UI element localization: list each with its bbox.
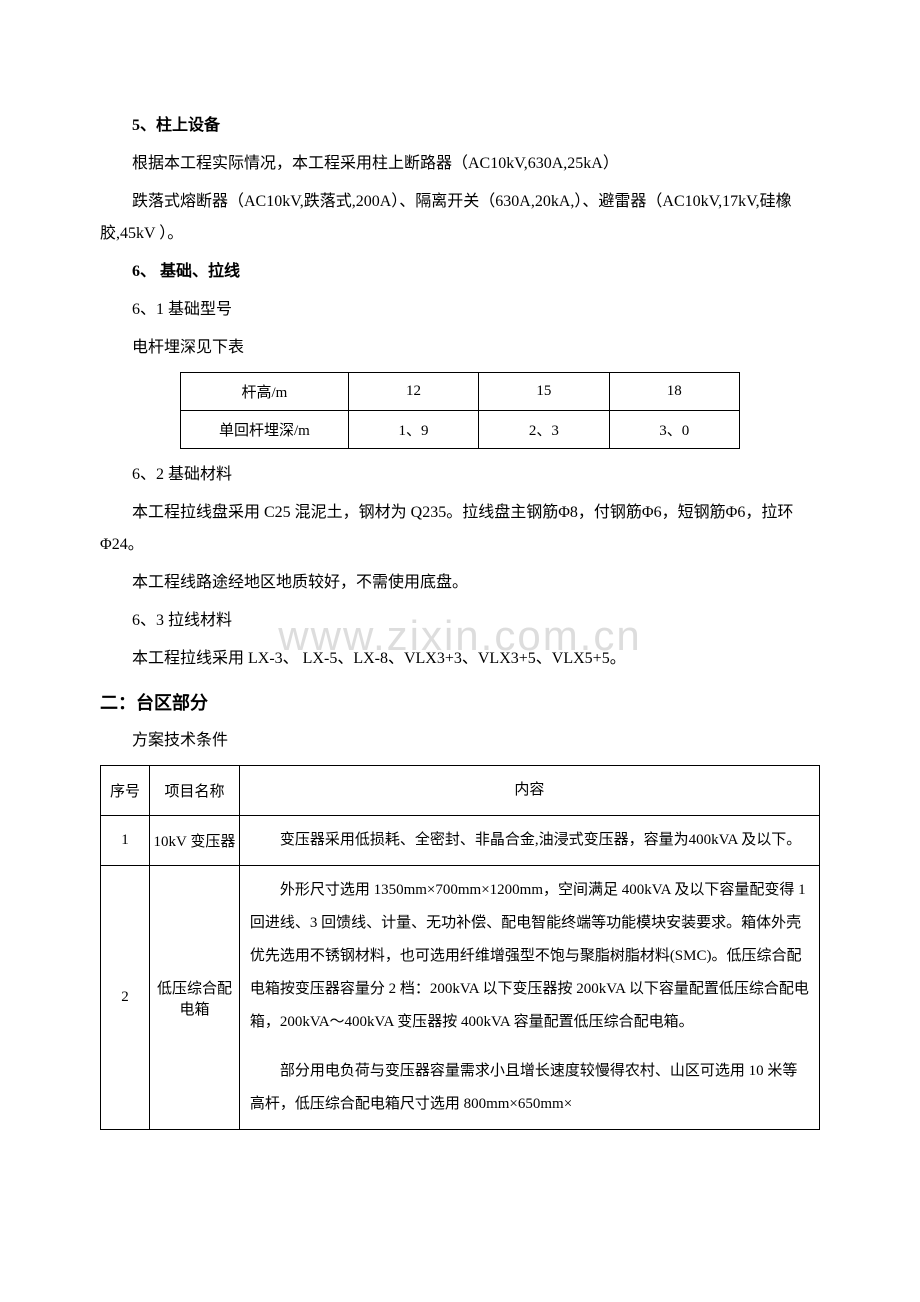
section-5-title: 5、柱上设备 xyxy=(100,110,820,142)
table-header-seq: 序号 xyxy=(101,766,150,816)
table-row: 2 低压综合配电箱 外形尺寸选用 1350mm×700mm×1200mm，空间满… xyxy=(101,866,820,1048)
table-cell-content: 外形尺寸选用 1350mm×700mm×1200mm，空间满足 400kVA 及… xyxy=(239,866,819,1048)
table-cell-name: 10kV 变压器 xyxy=(150,816,240,866)
section-6-3-title: 6、3 拉线材料 xyxy=(100,605,820,637)
content-para: 部分用电负荷与变压器容量需求小且增长速度较慢得农村、山区可选用 10 米等高杆，… xyxy=(250,1055,809,1121)
table-cell-name: 低压综合配电箱 xyxy=(150,866,240,1130)
table-cell-content: 部分用电负荷与变压器容量需求小且增长速度较慢得农村、山区可选用 10 米等高杆，… xyxy=(239,1047,819,1130)
table-cell-content: 变压器采用低损耗、全密封、非晶合金,油浸式变压器，容量为400kVA 及以下。 xyxy=(239,816,819,866)
document-page: 5、柱上设备 根据本工程实际情况，本工程采用柱上断路器（AC10kV,630A,… xyxy=(0,0,920,1200)
section-6-2-title: 6、2 基础材料 xyxy=(100,459,820,491)
table-cell-seq: 1 xyxy=(101,816,150,866)
table-cell: 3、0 xyxy=(609,411,739,449)
table-cell-seq: 2 xyxy=(101,866,150,1130)
section-6-title: 6、 基础、拉线 xyxy=(100,256,820,288)
table-row: 杆高/m 12 15 18 xyxy=(181,373,740,411)
table-cell: 12 xyxy=(348,373,478,411)
section-6-1-para: 电杆埋深见下表 xyxy=(100,332,820,364)
table-row: 序号 项目名称 内容 xyxy=(101,766,820,816)
section-taiqu-title: 二：台区部分 xyxy=(100,689,820,715)
content-para: 外形尺寸选用 1350mm×700mm×1200mm，空间满足 400kVA 及… xyxy=(250,874,809,1039)
table-cell: 杆高/m xyxy=(181,373,349,411)
table-row: 1 10kV 变压器 变压器采用低损耗、全密封、非晶合金,油浸式变压器，容量为4… xyxy=(101,816,820,866)
table-cell: 2、3 xyxy=(479,411,609,449)
section-6-3-para: 本工程拉线采用 LX-3、 LX-5、LX-8、VLX3+3、VLX3+5、VL… xyxy=(100,643,820,675)
section-6-1-title: 6、1 基础型号 xyxy=(100,294,820,326)
section-6-2-para-1: 本工程拉线盘采用 C25 混泥土，钢材为 Q235。拉线盘主钢筋Φ8，付钢筋Φ6… xyxy=(100,497,820,561)
scheme-table: 序号 项目名称 内容 1 10kV 变压器 变压器采用低损耗、全密封、非晶合金,… xyxy=(100,765,820,1130)
table-header-name: 项目名称 xyxy=(150,766,240,816)
section-6-2-para-2: 本工程线路途经地区地质较好，不需使用底盘。 xyxy=(100,567,820,599)
table-row: 单回杆埋深/m 1、9 2、3 3、0 xyxy=(181,411,740,449)
section-taiqu-subtitle: 方案技术条件 xyxy=(100,725,820,757)
table-cell: 15 xyxy=(479,373,609,411)
table-header-content: 内容 xyxy=(239,766,819,816)
table-cell: 1、9 xyxy=(348,411,478,449)
table-cell: 单回杆埋深/m xyxy=(181,411,349,449)
section-5-para-2: 跌落式熔断器（AC10kV,跌落式,200A）、隔离开关（630A,20kA,）… xyxy=(100,186,820,250)
content-para: 变压器采用低损耗、全密封、非晶合金,油浸式变压器，容量为400kVA 及以下。 xyxy=(250,824,809,857)
pole-depth-table: 杆高/m 12 15 18 单回杆埋深/m 1、9 2、3 3、0 xyxy=(180,372,740,449)
table-cell: 18 xyxy=(609,373,739,411)
section-5-para-1: 根据本工程实际情况，本工程采用柱上断路器（AC10kV,630A,25kA） xyxy=(100,148,820,180)
